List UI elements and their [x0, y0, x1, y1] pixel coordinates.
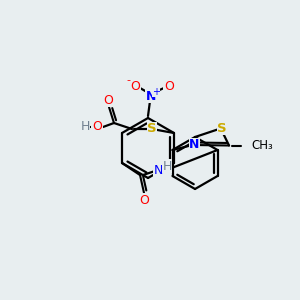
Text: S: S — [217, 122, 227, 134]
Text: N: N — [189, 139, 200, 152]
Text: S: S — [147, 122, 157, 136]
Text: O: O — [92, 121, 102, 134]
Text: CH₃: CH₃ — [251, 139, 273, 152]
Text: N: N — [153, 164, 163, 176]
Text: O: O — [130, 80, 140, 92]
Text: H: H — [162, 160, 172, 172]
Text: +: + — [152, 87, 160, 97]
Text: H: H — [80, 121, 90, 134]
Text: O: O — [103, 94, 113, 106]
Text: O: O — [139, 194, 149, 206]
Text: O: O — [164, 80, 174, 92]
Text: N: N — [146, 89, 156, 103]
Text: -: - — [126, 75, 130, 85]
